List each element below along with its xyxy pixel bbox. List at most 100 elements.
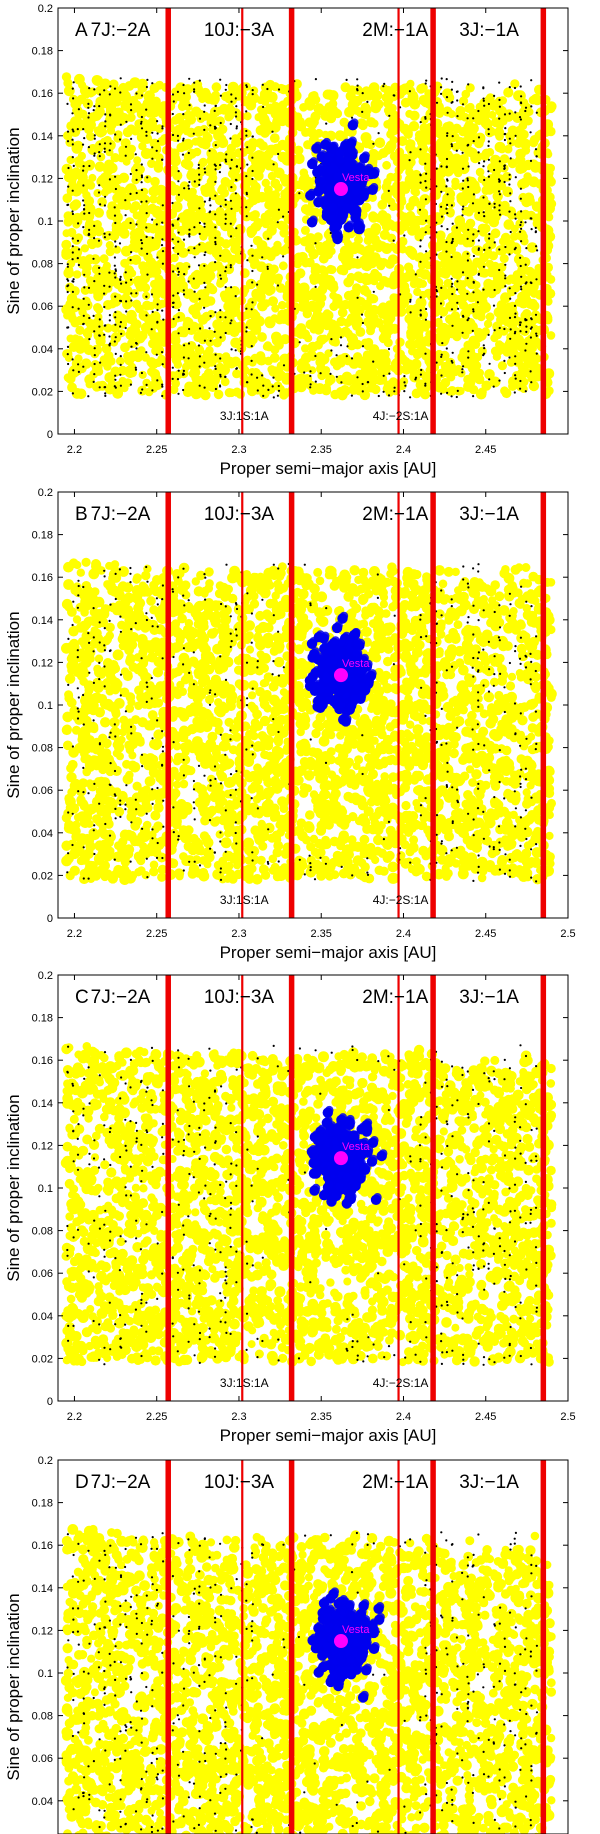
background-orbit-point — [131, 201, 141, 211]
background-orbit-point — [261, 267, 271, 276]
local-orbit-point — [161, 309, 164, 312]
background-orbit-point — [458, 296, 467, 305]
background-orbit-point — [124, 276, 135, 287]
background-orbit-point — [352, 241, 361, 250]
local-orbit-point — [171, 301, 175, 304]
local-orbit-point — [114, 374, 117, 377]
background-orbit-point — [86, 132, 95, 141]
local-orbit-point — [467, 317, 470, 320]
local-orbit-point — [229, 264, 232, 267]
background-orbit-point — [128, 269, 137, 278]
local-orbit-point — [472, 310, 475, 313]
local-orbit-point — [256, 376, 259, 379]
local-orbit-point — [503, 180, 506, 184]
background-orbit-point — [78, 308, 87, 317]
local-orbit-point — [350, 116, 354, 119]
local-orbit-point — [235, 227, 238, 230]
local-orbit-point — [467, 165, 470, 168]
local-orbit-point — [151, 146, 154, 149]
background-orbit-point — [132, 211, 141, 220]
background-orbit-point — [334, 130, 346, 142]
local-orbit-point — [509, 142, 512, 145]
background-orbit-point — [201, 90, 210, 99]
local-orbit-point — [451, 351, 454, 354]
local-orbit-point — [488, 202, 491, 205]
local-orbit-point — [451, 324, 454, 327]
background-orbit-point — [278, 300, 287, 310]
background-orbit-point — [264, 277, 275, 287]
local-orbit-point — [272, 396, 275, 399]
background-orbit-point — [529, 288, 539, 298]
local-orbit-point — [461, 187, 464, 190]
local-orbit-point — [498, 98, 501, 101]
local-orbit-point — [76, 257, 79, 260]
local-orbit-point — [203, 225, 206, 228]
local-orbit-point — [440, 353, 443, 356]
local-orbit-point — [277, 208, 280, 211]
local-orbit-point — [225, 266, 228, 269]
local-orbit-point — [213, 109, 216, 112]
background-orbit-point — [147, 301, 156, 311]
local-orbit-point — [214, 365, 217, 368]
background-orbit-point — [136, 132, 148, 143]
background-orbit-point — [388, 202, 398, 211]
local-orbit-point — [451, 222, 454, 225]
local-orbit-point — [188, 232, 191, 236]
background-orbit-point — [470, 153, 480, 164]
local-orbit-point — [145, 351, 148, 354]
local-orbit-point — [151, 131, 154, 134]
background-orbit-point — [408, 309, 419, 319]
local-orbit-point — [103, 284, 106, 287]
background-orbit-point — [269, 245, 281, 257]
local-orbit-point — [66, 140, 70, 143]
local-orbit-point — [403, 375, 406, 378]
background-orbit-point — [154, 230, 164, 241]
background-orbit-point — [69, 168, 81, 180]
background-orbit-point — [82, 191, 91, 200]
local-orbit-point — [162, 318, 165, 321]
local-orbit-point — [493, 329, 496, 332]
background-orbit-point — [120, 294, 132, 306]
background-orbit-point — [140, 322, 152, 334]
background-orbit-point — [462, 349, 473, 360]
local-orbit-point — [271, 385, 274, 388]
background-orbit-point — [356, 273, 366, 282]
y-tick-label: 0 — [47, 429, 53, 441]
background-orbit-point — [525, 266, 535, 277]
local-orbit-point — [472, 140, 475, 143]
background-orbit-point — [277, 151, 289, 163]
local-orbit-point — [140, 239, 143, 242]
background-orbit-point — [95, 337, 105, 347]
local-orbit-point — [82, 314, 85, 317]
background-orbit-point — [216, 276, 226, 286]
local-orbit-point — [409, 151, 412, 154]
local-orbit-point — [441, 342, 444, 345]
local-orbit-point — [350, 394, 353, 397]
local-orbit-point — [235, 165, 238, 168]
local-orbit-point — [493, 206, 496, 209]
local-orbit-point — [229, 322, 232, 325]
local-orbit-point — [177, 316, 180, 319]
background-orbit-point — [298, 282, 310, 294]
background-orbit-point — [404, 273, 413, 282]
local-orbit-point — [456, 389, 459, 392]
background-orbit-point — [143, 222, 154, 233]
background-orbit-point — [490, 283, 502, 295]
local-orbit-point — [140, 127, 144, 130]
local-orbit-point — [498, 160, 501, 163]
local-orbit-point — [82, 199, 85, 202]
local-orbit-point — [497, 178, 501, 181]
local-orbit-point — [181, 153, 185, 156]
background-orbit-point — [438, 326, 448, 336]
local-orbit-point — [498, 204, 501, 207]
local-orbit-point — [509, 230, 512, 234]
background-orbit-point — [447, 386, 457, 396]
local-orbit-point — [197, 344, 201, 347]
local-orbit-point — [88, 338, 91, 341]
local-orbit-point — [188, 327, 191, 331]
background-orbit-point — [519, 347, 529, 356]
family-member-shade — [314, 165, 323, 174]
local-orbit-point — [535, 352, 538, 355]
background-orbit-point — [356, 118, 367, 129]
background-orbit-point — [371, 384, 381, 395]
